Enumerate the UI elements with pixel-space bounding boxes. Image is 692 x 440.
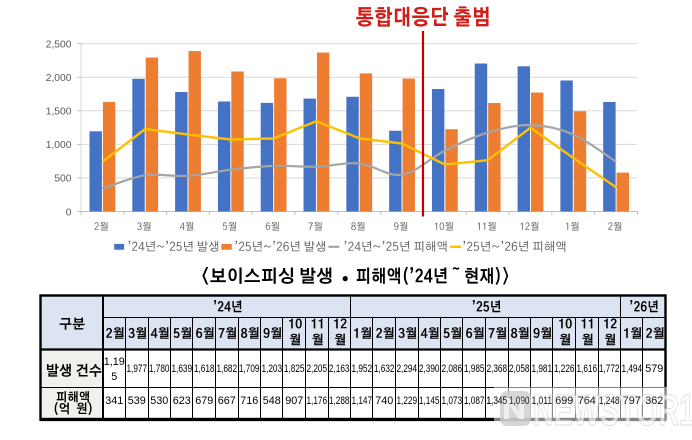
svg-text:1,825: 1,825: [284, 363, 305, 375]
svg-text:1,147: 1,147: [351, 395, 372, 407]
svg-text:1,248: 1,248: [599, 395, 620, 407]
svg-text:500: 500: [54, 174, 71, 185]
svg-text:1,145: 1,145: [419, 395, 440, 407]
svg-text:1,011: 1,011: [531, 395, 552, 407]
svg-text:2,163: 2,163: [329, 363, 350, 375]
svg-text:579: 579: [645, 363, 663, 375]
svg-text:1,345: 1,345: [486, 395, 507, 407]
svg-text:1,500: 1,500: [46, 107, 72, 118]
svg-text:764: 764: [578, 395, 596, 407]
svg-text:1,639: 1,639: [171, 363, 192, 375]
svg-text:699: 699: [555, 395, 573, 407]
svg-text:2,000: 2,000: [46, 73, 72, 84]
svg-text:679: 679: [195, 395, 213, 407]
svg-text:1,288: 1,288: [329, 395, 350, 407]
svg-text:1,229: 1,229: [396, 395, 417, 407]
svg-text:1,772: 1,772: [599, 363, 620, 375]
svg-text:797: 797: [623, 395, 641, 407]
svg-text:1,616: 1,616: [576, 363, 597, 375]
svg-text:1,709: 1,709: [239, 363, 260, 375]
svg-text:2,390: 2,390: [419, 363, 440, 375]
svg-text:5: 5: [111, 371, 117, 383]
svg-text:1,952: 1,952: [351, 363, 372, 375]
svg-text:548: 548: [263, 395, 281, 407]
svg-text:1,090: 1,090: [509, 395, 530, 407]
svg-text:1,19: 1,19: [104, 356, 125, 368]
svg-text:2,058: 2,058: [509, 363, 530, 375]
svg-text:0: 0: [66, 207, 72, 218]
svg-text:1,682: 1,682: [216, 363, 237, 375]
svg-text:NEWSTOR1: NEWSTOR1: [533, 386, 692, 435]
svg-text:1,226: 1,226: [554, 363, 575, 375]
svg-text:1,632: 1,632: [374, 363, 395, 375]
svg-text:716: 716: [240, 395, 258, 407]
svg-text:2,205: 2,205: [306, 363, 327, 375]
svg-text:1,494: 1,494: [621, 363, 642, 375]
svg-text:341: 341: [105, 395, 123, 407]
svg-text:1,176: 1,176: [306, 395, 327, 407]
svg-text:1,203: 1,203: [261, 363, 282, 375]
svg-text:1,073: 1,073: [441, 395, 462, 407]
svg-text:2,294: 2,294: [396, 363, 417, 375]
svg-text:667: 667: [218, 395, 236, 407]
svg-text:740: 740: [375, 395, 393, 407]
svg-text:539: 539: [128, 395, 146, 407]
svg-text:530: 530: [150, 395, 168, 407]
svg-text:2,368: 2,368: [486, 363, 507, 375]
svg-text:1,618: 1,618: [194, 363, 215, 375]
svg-text:1,981: 1,981: [531, 363, 552, 375]
svg-text:362: 362: [645, 395, 663, 407]
svg-text:1,985: 1,985: [464, 363, 485, 375]
svg-text:2,086: 2,086: [441, 363, 462, 375]
svg-text:2,500: 2,500: [46, 40, 72, 51]
svg-text:1,780: 1,780: [149, 363, 170, 375]
svg-text:623: 623: [173, 395, 191, 407]
svg-text:1,977: 1,977: [126, 363, 147, 375]
svg-text:1,000: 1,000: [46, 140, 72, 151]
svg-text:907: 907: [285, 395, 303, 407]
svg-text:1,087: 1,087: [464, 395, 485, 407]
